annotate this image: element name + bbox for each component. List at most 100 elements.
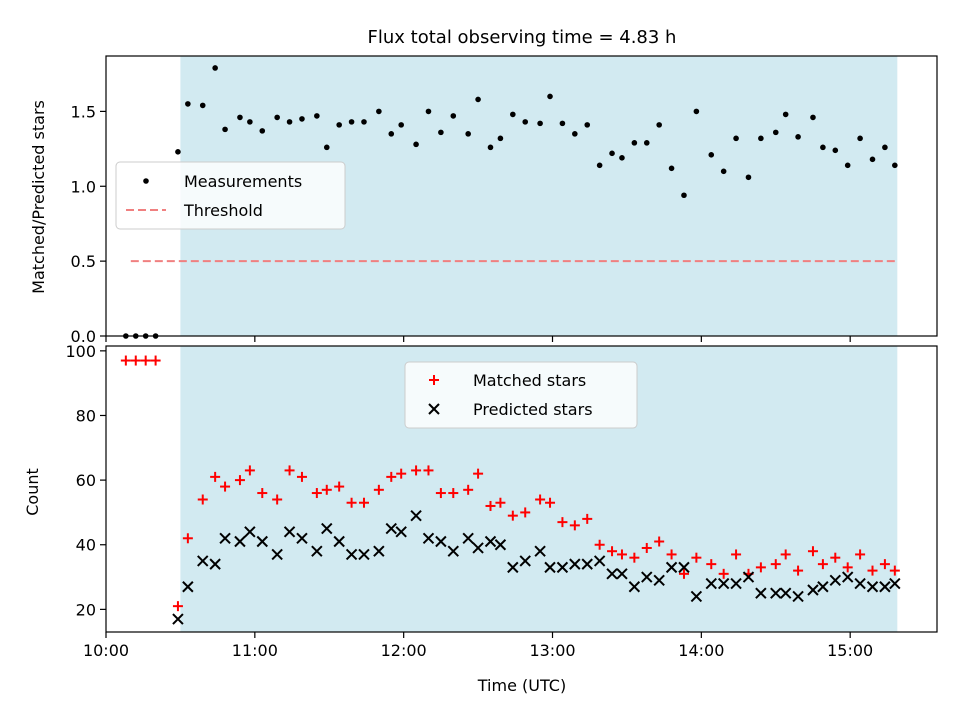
measurement-point <box>413 141 419 148</box>
predicted-star-point <box>197 555 209 567</box>
x-stroke-b <box>581 558 593 570</box>
matched-star-point <box>793 565 804 576</box>
measurement-point <box>693 108 700 115</box>
y-tick-label: 60 <box>76 471 96 490</box>
y-tick-label: 20 <box>76 600 96 619</box>
measurement-point <box>425 108 432 115</box>
measurement-point <box>522 119 529 125</box>
matched-star-point <box>346 497 357 508</box>
legend-marker-predicted <box>428 403 440 415</box>
predicted-star-point <box>678 561 690 574</box>
legend-top: Measurements Threshold <box>115 161 346 230</box>
x-stroke-b <box>410 509 422 522</box>
matched-star-point <box>770 559 781 570</box>
measurement-point <box>299 116 305 122</box>
y-tick-label: 40 <box>76 536 96 555</box>
predicted-star-point <box>435 535 447 548</box>
predicted-star-point <box>641 571 653 583</box>
matched-star-point <box>654 536 665 547</box>
matched-star-point <box>321 484 332 495</box>
x-stroke-b <box>219 532 231 544</box>
measurement-point <box>720 168 727 175</box>
predicted-star-point <box>569 558 581 570</box>
matched-star-point <box>386 471 397 482</box>
predicted-star-point <box>209 558 221 570</box>
predicted-star-point <box>172 613 184 625</box>
measurement-point <box>323 144 330 151</box>
measurement-point <box>222 126 228 133</box>
x-tick-label: 14:00 <box>678 641 724 660</box>
x-stroke-b <box>494 539 507 551</box>
measurement-point <box>857 135 863 142</box>
matched-star-point <box>582 513 593 524</box>
bottom-y-axis-label: Count <box>23 468 42 516</box>
y-tick-label: 80 <box>76 406 96 425</box>
x-stroke-b <box>730 577 742 590</box>
measurement-point <box>609 150 615 157</box>
matched-star-point <box>641 542 652 553</box>
measurement-point <box>497 135 504 142</box>
predicted-star-point <box>792 590 804 603</box>
x-stroke-b <box>889 577 901 590</box>
legend-label-predicted: Predicted stars <box>473 400 593 419</box>
x-stroke-b <box>256 535 268 548</box>
x-stroke-b <box>321 522 333 535</box>
matched-star-point <box>210 471 221 482</box>
bottom-panel-counts: 20 40 60 80 100 10:00 11:00 12:00 13:00 14:00 15:0… <box>65 342 938 660</box>
predicted-star-point <box>271 548 283 561</box>
matched-star-point <box>150 355 161 366</box>
predicted-star-point <box>507 561 519 574</box>
predicted-star-point <box>779 587 792 599</box>
matched-star-point <box>629 552 640 563</box>
predicted-star-point <box>606 568 618 580</box>
x-stroke-b <box>358 548 370 561</box>
measurement-point <box>361 119 367 125</box>
predicted-star-point <box>358 548 370 561</box>
predicted-star-point <box>462 532 474 544</box>
measurement-point <box>237 114 243 121</box>
x-stroke-b <box>641 571 653 583</box>
predicted-star-point <box>807 584 819 596</box>
matched-star-point <box>495 497 506 508</box>
matched-star-point <box>755 562 766 573</box>
x-stroke-b <box>653 574 665 587</box>
x-stroke-b <box>271 548 283 561</box>
predicted-star-point <box>742 571 755 583</box>
matched-star-point <box>545 497 556 508</box>
top-y-axis-label: Matched/Predicted stars <box>29 100 48 294</box>
matched-star-point <box>616 549 627 560</box>
x-stroke-b <box>447 545 459 557</box>
x-stroke-b <box>616 568 628 580</box>
matched-star-point <box>867 565 878 576</box>
x-stroke-b <box>705 577 717 590</box>
measurement-point <box>510 111 516 118</box>
matched-star-point <box>520 507 531 518</box>
measurement-point <box>795 134 801 140</box>
predicted-star-point <box>581 558 593 570</box>
predicted-star-point <box>373 545 385 557</box>
matched-star-point <box>889 565 900 576</box>
x-stroke-b <box>182 581 194 593</box>
predicted-star-point <box>321 522 333 535</box>
x-stroke-b <box>507 561 519 574</box>
x-stroke-b <box>678 561 690 574</box>
x-axis-label: Time (UTC) <box>477 676 566 695</box>
matched-star-point <box>706 559 717 570</box>
measurement-point <box>810 114 816 121</box>
measurement-point <box>668 165 675 172</box>
predicted-star-point <box>770 587 782 599</box>
measurement-point <box>286 119 293 125</box>
measurement-point <box>465 131 471 137</box>
matched-star-point <box>257 488 268 499</box>
matched-star-point <box>220 481 231 492</box>
y-tick-label: 0.5 <box>71 252 96 271</box>
predicted-star-point <box>410 509 422 522</box>
x-stroke-b <box>854 577 866 590</box>
predicted-star-point <box>256 535 268 548</box>
x-tick-label: 13:00 <box>529 641 575 660</box>
predicted-star-point <box>817 581 829 593</box>
matched-star-point <box>272 494 283 505</box>
x-stroke-b <box>209 558 221 570</box>
x-stroke-b <box>717 577 730 590</box>
predicted-star-point <box>484 535 497 548</box>
